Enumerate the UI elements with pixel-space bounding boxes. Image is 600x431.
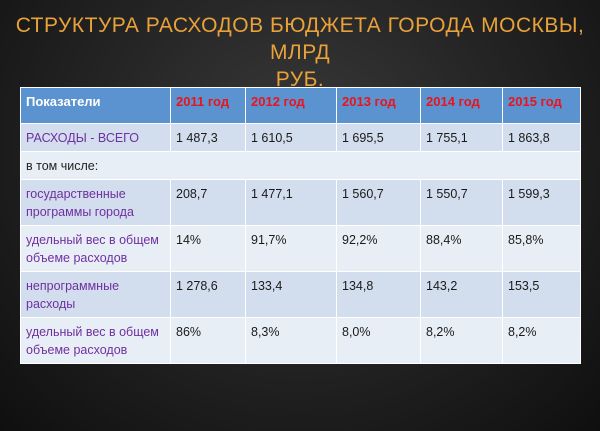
row-label: государственные программы города — [20, 179, 171, 226]
budget-table-container: Показатели 2011 год 2012 год 2013 год 20… — [20, 87, 581, 364]
row-label: удельный вес в общем объеме расходов — [20, 317, 171, 364]
budget-table: Показатели 2011 год 2012 год 2013 год 20… — [20, 87, 581, 364]
table-cell: 1 755,1 — [420, 123, 503, 152]
row-label: непрограммные расходы — [20, 271, 171, 318]
table-cell: 86% — [170, 317, 246, 364]
table-cell: 8,3% — [245, 317, 337, 364]
table-cell: 133,4 — [245, 271, 337, 318]
table-cell: 1 487,3 — [170, 123, 246, 152]
slide-title-line2: руб. — [275, 68, 325, 91]
table-cell: 14% — [170, 225, 246, 272]
slide-title-line1: Структура расходов бюджета города Москвы… — [15, 14, 585, 64]
table-cell: 134,8 — [336, 271, 421, 318]
header-year-2014: 2014 год — [420, 87, 503, 124]
table-cell: 1 477,1 — [245, 179, 337, 226]
header-year-2015: 2015 год — [502, 87, 581, 124]
slide-title: Структура расходов бюджета города Москвы… — [0, 12, 600, 93]
header-indicators: Показатели — [20, 87, 171, 124]
table-cell: 153,5 — [502, 271, 581, 318]
table-cell: 1 695,5 — [336, 123, 421, 152]
table-cell: 1 278,6 — [170, 271, 246, 318]
table-cell: 91,7% — [245, 225, 337, 272]
table-cell: 143,2 — [420, 271, 503, 318]
table-cell: 92,2% — [336, 225, 421, 272]
table-cell: 85,8% — [502, 225, 581, 272]
table-cell: 1 550,7 — [420, 179, 503, 226]
table-header-row: Показатели 2011 год 2012 год 2013 год 20… — [20, 87, 581, 124]
table-row-total-expenses: РАСХОДЫ - ВСЕГО 1 487,3 1 610,5 1 695,5 … — [20, 123, 581, 152]
table-row-non-program-share: удельный вес в общем объеме расходов 86%… — [20, 317, 581, 364]
table-cell: 8,2% — [420, 317, 503, 364]
table-cell: 8,2% — [502, 317, 581, 364]
table-row-non-program: непрограммные расходы 1 278,6 133,4 134,… — [20, 271, 581, 318]
table-cell: 8,0% — [336, 317, 421, 364]
row-label: в том числе: — [20, 151, 581, 180]
header-year-2011: 2011 год — [170, 87, 246, 124]
row-label: удельный вес в общем объеме расходов — [20, 225, 171, 272]
header-year-2013: 2013 год — [336, 87, 421, 124]
table-cell: 1 560,7 — [336, 179, 421, 226]
table-cell: 1 599,3 — [502, 179, 581, 226]
table-cell: 1 610,5 — [245, 123, 337, 152]
table-row-including: в том числе: — [20, 151, 581, 180]
table-row-state-programs: государственные программы города 208,7 1… — [20, 179, 581, 226]
table-cell: 1 863,8 — [502, 123, 581, 152]
row-label: РАСХОДЫ - ВСЕГО — [20, 123, 171, 152]
table-cell: 88,4% — [420, 225, 503, 272]
table-cell: 208,7 — [170, 179, 246, 226]
header-year-2012: 2012 год — [245, 87, 337, 124]
table-row-programs-share: удельный вес в общем объеме расходов 14%… — [20, 225, 581, 272]
